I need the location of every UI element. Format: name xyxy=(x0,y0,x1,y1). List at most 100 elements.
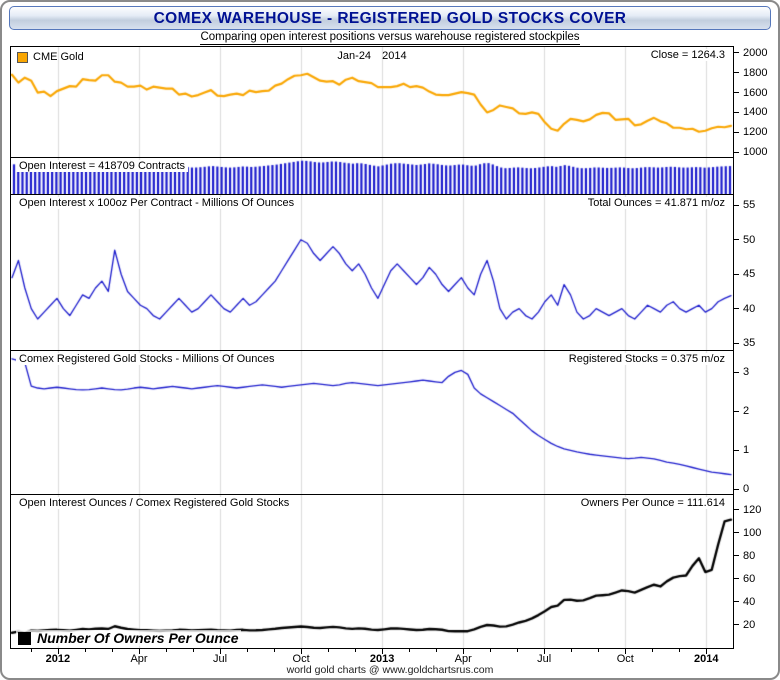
chart-subtitle: Comparing open interest positions versus… xyxy=(2,31,778,46)
x-tick-minor xyxy=(355,649,357,652)
owners-legend-swatch xyxy=(18,631,31,645)
y-tick-mark xyxy=(734,52,739,54)
x-axis: 2012 Apr Jul Oct 2013 Apr Jul Oct 2014 xyxy=(10,649,734,666)
y-tick-mark xyxy=(734,555,739,557)
x-tick-mark xyxy=(220,649,222,654)
y-tick-label: 3 xyxy=(743,366,750,379)
y-tick-label: 1600 xyxy=(743,86,768,99)
page-title: COMEX WAREHOUSE - REGISTERED GOLD STOCKS… xyxy=(9,6,771,30)
x-tick-minor xyxy=(571,649,573,652)
panel-gold-price: CME Gold Jan-24 2014 Close = 1264.3 xyxy=(11,47,733,158)
panel-owners-per-ounce: Open Interest Ounces / Comex Registered … xyxy=(11,495,733,648)
x-tick-minor xyxy=(328,649,330,652)
x-tick-label: Oct xyxy=(616,653,634,665)
x-tick-mark xyxy=(544,649,546,654)
y-tick-label: 50 xyxy=(743,233,756,246)
x-tick-mark xyxy=(301,649,303,654)
panel-registered-stocks: Comex Registered Gold Stocks - Millions … xyxy=(11,351,733,495)
y-tick-label: 1800 xyxy=(743,66,768,79)
registered-stocks-chart xyxy=(11,351,733,494)
y-tick-mark xyxy=(734,532,739,534)
y-tick-label: 1 xyxy=(743,444,750,457)
y-tick-mark xyxy=(734,449,739,451)
owners-per-ounce-chart xyxy=(11,495,733,648)
y-tick-mark xyxy=(734,131,739,133)
x-tick-mark xyxy=(463,649,465,654)
x-tick-minor xyxy=(166,649,167,652)
owners-per-ounce-label: Open Interest Ounces / Comex Registered … xyxy=(16,497,293,509)
owners-legend: Number Of Owners Per Ounce xyxy=(16,630,241,646)
x-tick-minor xyxy=(84,649,86,652)
x-tick-mark xyxy=(57,649,59,654)
x-tick-mark xyxy=(706,649,708,654)
y-tick-label: 80 xyxy=(743,549,756,562)
x-tick-minor xyxy=(111,649,113,652)
chart-frame: CME Gold Jan-24 2014 Close = 1264.3 Open… xyxy=(10,46,734,649)
y-tick-mark xyxy=(734,204,739,206)
x-tick-label: Jul xyxy=(212,653,228,665)
x-tick-label: Oct xyxy=(292,653,310,665)
open-interest-contracts-label: Open Interest = 418709 Contracts xyxy=(16,160,189,172)
y-axis-labels: 2000 1800 1600 1400 1200 1000 55 50 45 40 35 3 2 1 0 12… xyxy=(734,47,778,648)
y-tick-label: 35 xyxy=(743,337,756,350)
y-tick-label: 20 xyxy=(743,618,756,631)
x-tick-label: Apr xyxy=(454,653,472,665)
y-tick-label: 100 xyxy=(743,526,762,539)
x-tick-label: 2012 xyxy=(45,653,71,665)
y-tick-mark xyxy=(734,342,739,344)
x-tick-label: 2013 xyxy=(369,653,395,665)
y-tick-mark xyxy=(734,578,739,580)
x-tick-minor xyxy=(193,649,195,652)
open-interest-ounces-chart xyxy=(11,195,733,350)
y-tick-mark xyxy=(734,624,739,626)
x-tick-minor xyxy=(652,649,654,652)
y-tick-label: 1000 xyxy=(743,146,768,159)
x-tick-minor xyxy=(436,649,438,652)
y-tick-label: 1400 xyxy=(743,106,768,119)
y-tick-label: 40 xyxy=(743,302,756,315)
y-tick-mark xyxy=(734,601,739,603)
panel-open-interest-ounces: Open Interest x 100oz Per Contract - Mil… xyxy=(11,195,733,351)
y-tick-label: 2 xyxy=(743,405,750,418)
y-tick-mark xyxy=(734,111,739,113)
gold-legend-swatch xyxy=(17,51,28,63)
gold-price-chart xyxy=(11,47,733,157)
y-tick-label: 0 xyxy=(743,483,750,496)
gold-close-value: Close = 1264.3 xyxy=(647,49,728,61)
y-tick-label: 1200 xyxy=(743,126,768,139)
x-tick-minor xyxy=(598,649,600,652)
x-tick-minor xyxy=(490,649,492,652)
y-tick-mark xyxy=(734,308,739,310)
y-tick-label: 60 xyxy=(743,572,756,585)
y-tick-label: 2000 xyxy=(743,46,768,59)
chart-date: Jan-24 2014 xyxy=(337,50,407,62)
x-tick-minor xyxy=(679,649,681,652)
registered-stocks-label: Comex Registered Gold Stocks - Millions … xyxy=(16,353,278,365)
y-tick-mark xyxy=(734,239,739,241)
x-tick-minor xyxy=(247,649,249,652)
registered-stocks-value: Registered Stocks = 0.375 m/oz xyxy=(565,353,728,365)
y-tick-label: 55 xyxy=(743,199,756,212)
y-tick-mark xyxy=(734,72,739,74)
owners-per-ounce-value: Owners Per Ounce = 111.614 xyxy=(577,497,728,509)
x-tick-mark xyxy=(382,649,384,654)
y-tick-mark xyxy=(734,273,739,275)
y-tick-mark xyxy=(734,151,739,153)
y-tick-mark xyxy=(734,488,739,490)
open-interest-ounces-label: Open Interest x 100oz Per Contract - Mil… xyxy=(16,197,298,209)
x-tick-label: Jul xyxy=(537,653,552,665)
x-tick-label: Apr xyxy=(130,653,148,665)
x-tick-minor xyxy=(274,649,276,652)
total-ounces-value: Total Ounces = 41.871 m/oz xyxy=(584,197,728,209)
x-tick-minor xyxy=(409,649,411,652)
y-tick-mark xyxy=(734,509,739,511)
panel-open-interest-bars: Open Interest = 418709 Contracts xyxy=(11,158,733,195)
x-tick-label: 2014 xyxy=(694,653,719,665)
x-tick-minor xyxy=(517,649,519,652)
x-tick-mark xyxy=(139,649,140,654)
y-tick-label: 120 xyxy=(743,503,762,516)
y-tick-label: 45 xyxy=(743,268,756,281)
chart-subtitle-text: Comparing open interest positions versus… xyxy=(200,31,580,45)
x-tick-minor xyxy=(30,649,32,652)
